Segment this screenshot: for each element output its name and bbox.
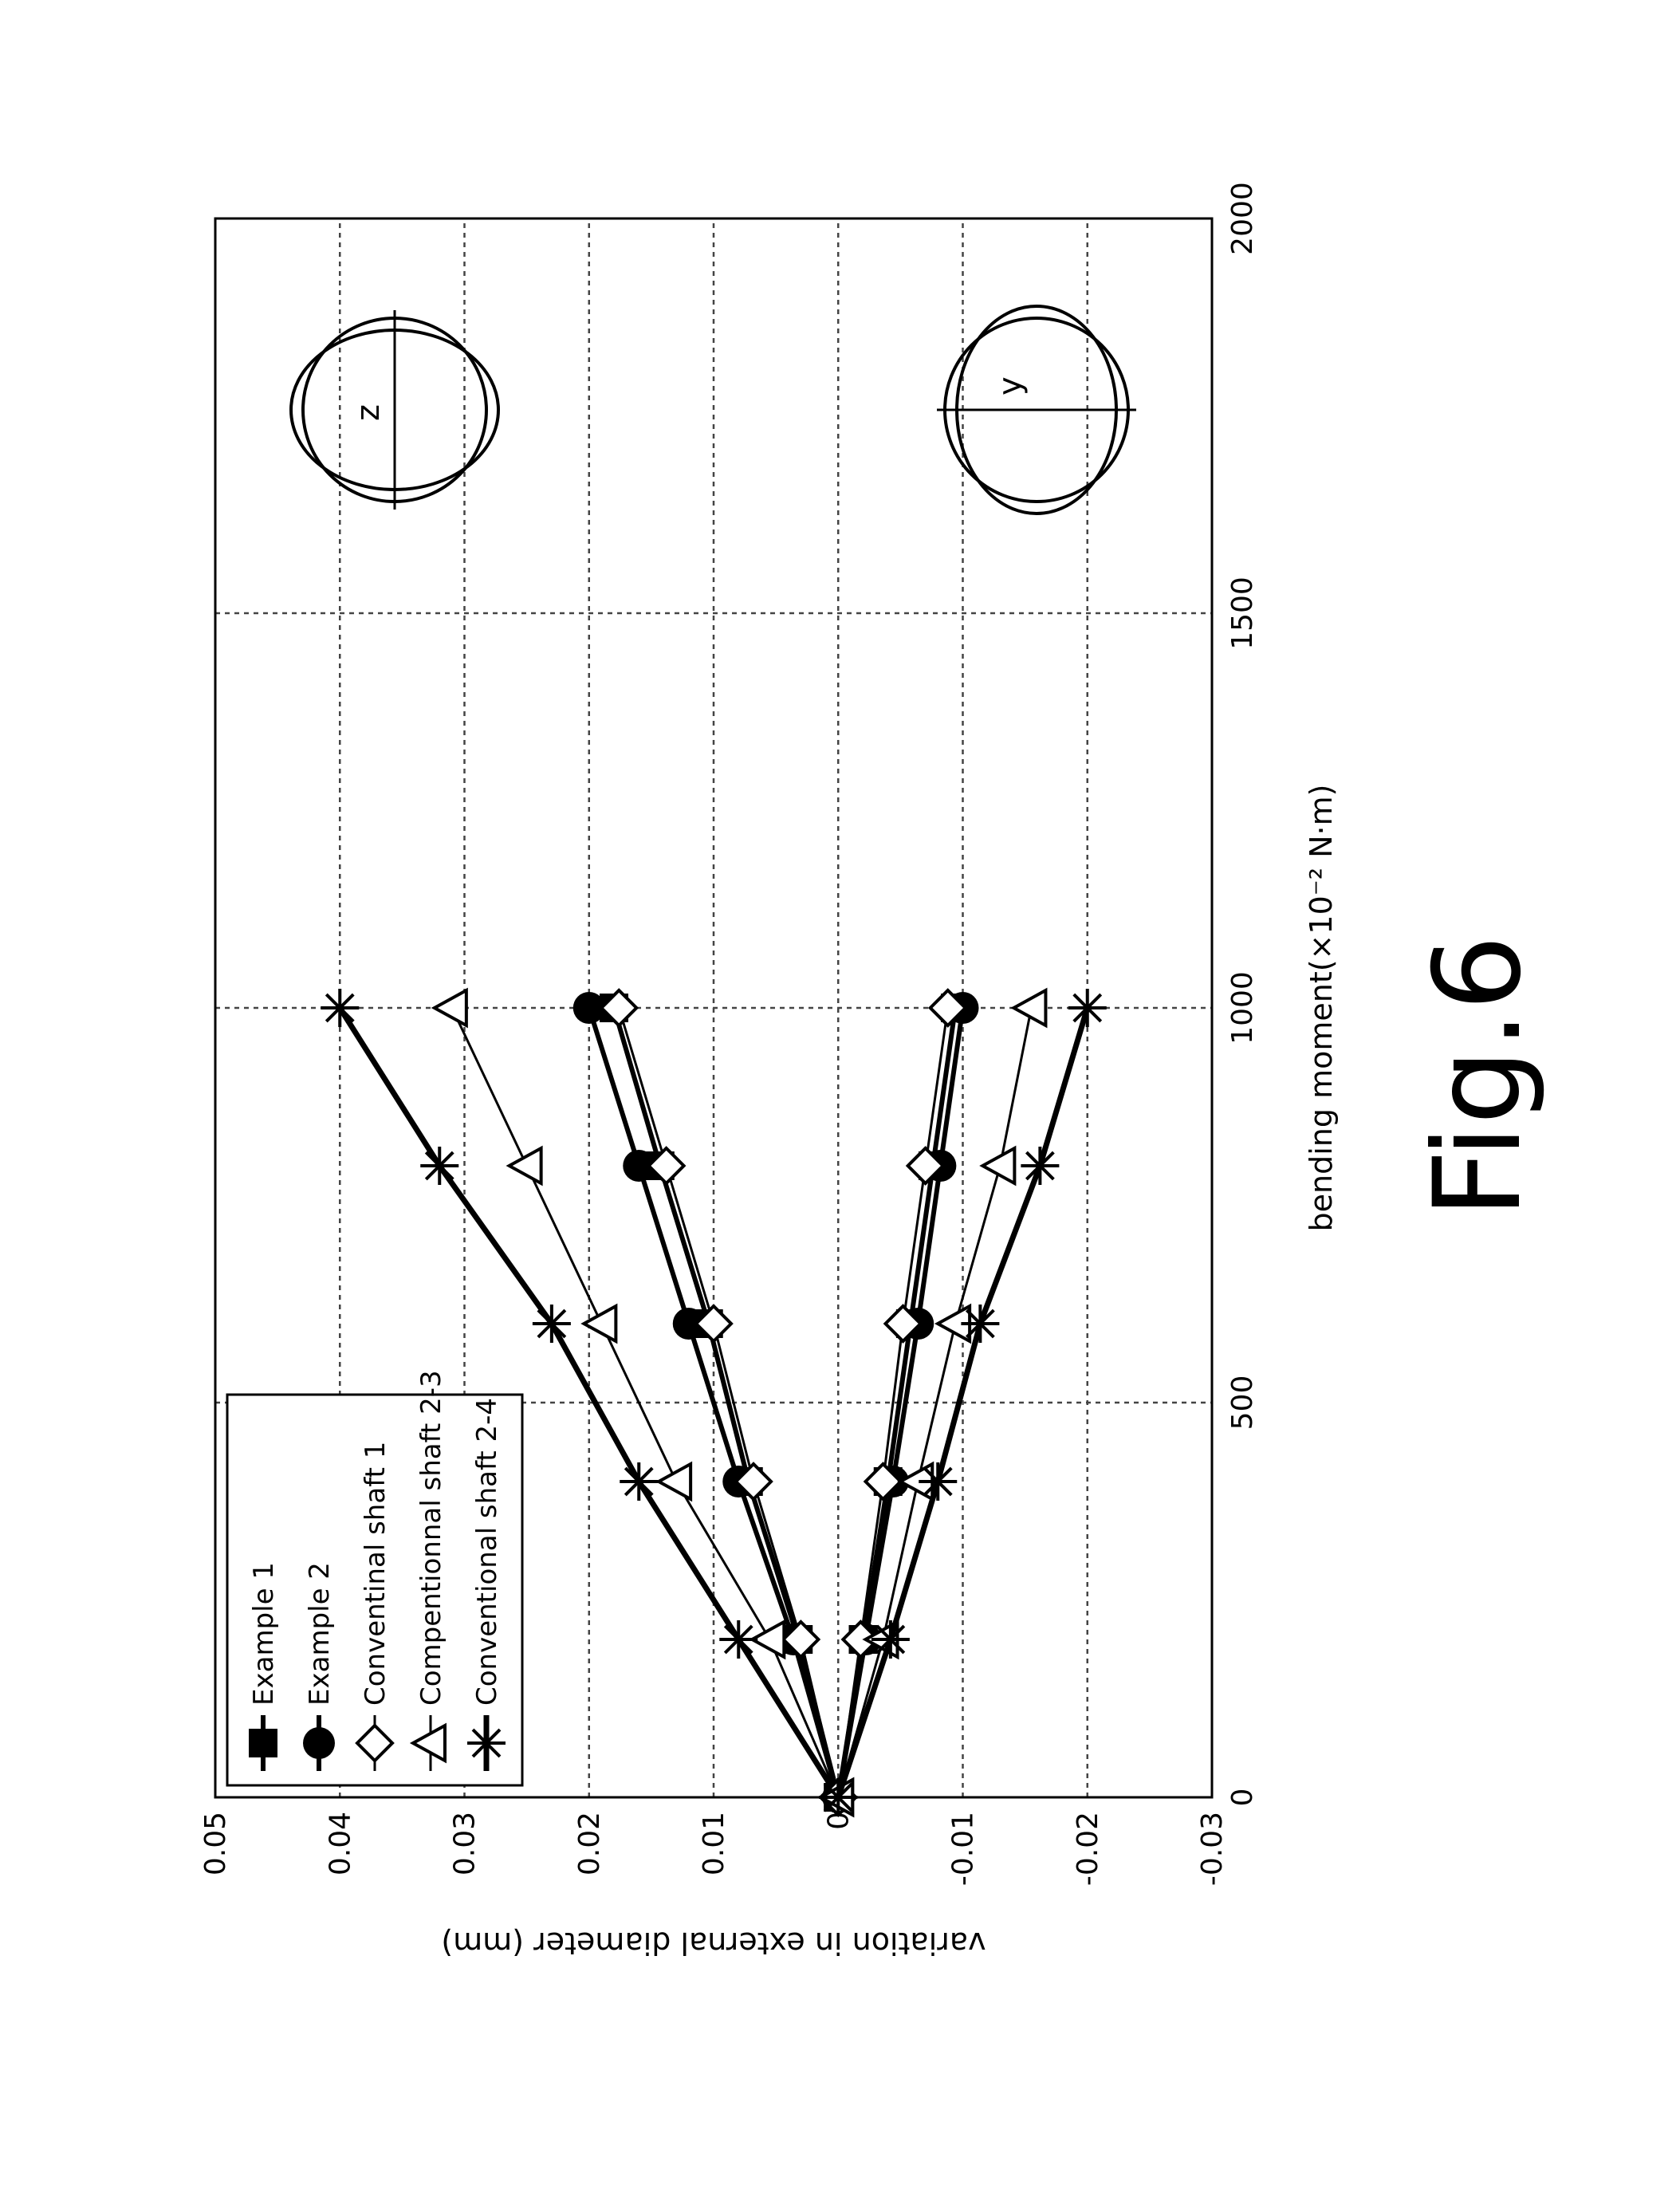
- y-tick-label: 0.04: [324, 1812, 356, 1875]
- data-point: [871, 1620, 910, 1659]
- data-point: [982, 1148, 1014, 1183]
- chart: 0 500 1000 1500 2000 0.05 0.04 0.03 0.02 0.01 0 -0.…: [199, 182, 1339, 1961]
- legend-label: Conventional shaft 2-4: [471, 1398, 503, 1706]
- upper-ellipse-label: z: [350, 404, 387, 421]
- figure-label: Fig.6: [1409, 935, 1548, 1218]
- series-line: [838, 1008, 948, 1797]
- lower-ellipse-label: y: [992, 376, 1029, 396]
- legend-entry: Example 1: [248, 1562, 280, 1771]
- y-tick-label: -0.02: [1072, 1812, 1104, 1886]
- y-tick-label: -0.03: [1196, 1812, 1229, 1886]
- legend-marker: [303, 1727, 335, 1759]
- legend-marker: [467, 1724, 506, 1762]
- data-point: [435, 990, 466, 1025]
- y-axis-label: variation in external diameter (mm): [441, 1926, 986, 1961]
- data-point: [819, 1778, 857, 1816]
- legend-marker: [249, 1729, 277, 1757]
- legend-label: Compentionnal shaft 2-3: [415, 1370, 447, 1706]
- legend-label: Conventinal shaft 1: [360, 1442, 391, 1706]
- data-point: [1068, 989, 1107, 1027]
- y-tick-label: 0.03: [449, 1812, 482, 1875]
- x-tick-label: 1500: [1226, 577, 1259, 650]
- y-tick-label: 0.01: [698, 1812, 730, 1875]
- lower-ellipse-glyph: y: [937, 306, 1136, 514]
- x-tick-label: 1000: [1226, 971, 1259, 1045]
- x-axis-label: bending moment(×10⁻² N·m): [1304, 785, 1339, 1232]
- data-point: [321, 989, 359, 1027]
- legend: Example 1 Example 2 Conventinal shaft 1 Com…: [227, 1370, 522, 1785]
- legend-label: Example 1: [248, 1562, 280, 1706]
- data-point: [420, 1147, 458, 1185]
- legend-label: Example 2: [304, 1562, 336, 1706]
- y-tick-label: 0.02: [573, 1812, 606, 1875]
- y-tick-label: 0.05: [199, 1812, 232, 1875]
- data-point: [961, 1305, 999, 1343]
- data-point: [533, 1305, 571, 1343]
- upper-ellipse-glyph: z: [291, 310, 498, 510]
- data-point: [719, 1620, 757, 1659]
- y-tick-label: 0: [822, 1812, 855, 1830]
- data-point: [1021, 1147, 1059, 1185]
- legend-entry: Example 2: [303, 1562, 336, 1771]
- data-point: [620, 1462, 658, 1501]
- x-tick-label: 500: [1226, 1375, 1259, 1431]
- data-point: [510, 1148, 541, 1183]
- x-tick-label: 2000: [1226, 182, 1259, 255]
- y-tick-label: -0.01: [947, 1812, 980, 1886]
- data-point: [659, 1464, 690, 1499]
- data-point: [919, 1462, 957, 1501]
- x-tick-label: 0: [1226, 1789, 1259, 1807]
